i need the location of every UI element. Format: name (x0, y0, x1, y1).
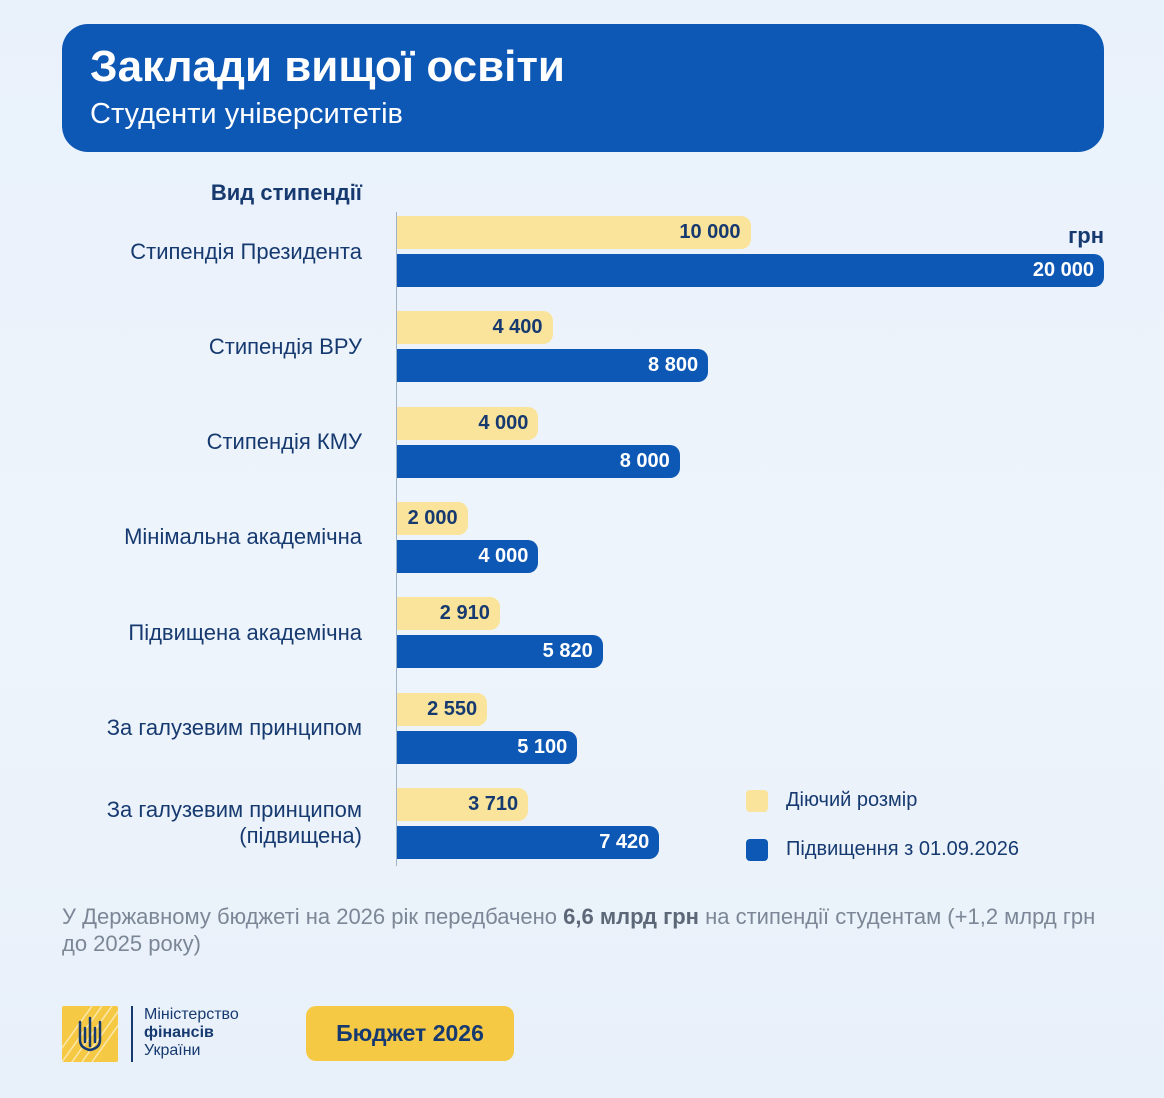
ministry-line-2: фінансів (144, 1024, 214, 1041)
bar-value-label: 4 400 (492, 316, 543, 339)
bar-value-label: 5 100 (517, 735, 568, 758)
header-banner: Заклади вищої освіти Студенти університе… (62, 24, 1104, 152)
legend-swatch-raised (746, 838, 768, 861)
ministry-logo-text: Міністерство фінансів України (144, 1006, 239, 1060)
unit-label: грн (1068, 223, 1104, 248)
note-text-bold: 6,6 млрд грн (563, 904, 699, 929)
bar-value-label: 2 550 (427, 697, 478, 720)
bar-raised: 4 000 (397, 539, 539, 573)
bar-value-label: 20 000 (1032, 259, 1094, 281)
category-label: Мінімальна академічна (124, 524, 362, 550)
ministry-line-3: України (144, 1042, 201, 1059)
logo-divider (131, 1006, 133, 1062)
bar-value-label: 4 000 (478, 411, 529, 434)
legend-label-current: Діючий розмір (786, 789, 918, 811)
bar-raised: 20 000 (397, 254, 1104, 287)
bar-raised: 8 000 (397, 444, 680, 478)
bar-value-label: 5 820 (542, 640, 593, 663)
category-label: Підвищена академічна (128, 619, 362, 645)
bar-current: 4 000 (397, 406, 539, 440)
bar-raised: 7 420 (397, 825, 660, 859)
bar-current: 2 910 (397, 597, 500, 631)
bar-chart: Стипендія Президента 10 000 20 000 Стипенді… (106, 212, 1104, 866)
legend-item-current: Діючий розмір (746, 789, 917, 812)
bar-raised: 5 820 (397, 635, 603, 669)
ministry-line-1: Міністерство (144, 1006, 239, 1023)
bar-raised: 8 800 (397, 349, 709, 383)
legend-item-raised: Підвищення з 01.09.2026 (746, 838, 1019, 861)
legend-swatch-current (746, 789, 768, 812)
category-label: Стипендія ВРУ (208, 333, 362, 359)
bar-value-label: 8 000 (619, 449, 670, 472)
bar-value-label: 10 000 (679, 221, 741, 243)
note-text-before: У Державному бюджеті на 2026 рік передба… (62, 904, 564, 929)
budget-2026-badge: Бюджет 2026 (306, 1006, 514, 1061)
bar-current: 4 400 (397, 311, 553, 345)
bar-value-label: 7 420 (599, 830, 650, 853)
note-text-after: на стипендії студентам (+1,2 млрд грн до… (62, 904, 1096, 956)
bar-current: 2 000 (397, 501, 468, 535)
page-title: Заклади вищої освіти (90, 42, 565, 91)
category-label: За галузевим принципом (підвищена) (106, 797, 362, 849)
bar-value-label: 8 800 (648, 354, 699, 377)
trident-icon (62, 1006, 118, 1062)
category-axis-line (396, 212, 397, 866)
category-label: За галузевим принципом (106, 715, 362, 740)
budget-note: У Державному бюджеті на 2026 рік передба… (62, 903, 1102, 957)
bar-value-label: 3 710 (468, 792, 519, 815)
legend-label-raised: Підвищення з 01.09.2026 (786, 838, 1019, 860)
bar-value-label: 4 000 (478, 544, 529, 567)
category-label: Стипендія Президента (130, 238, 362, 264)
page-subtitle: Студенти університетів (90, 98, 403, 130)
bar-current: 10 000 (397, 216, 751, 249)
category-label: Стипендія КМУ (206, 429, 362, 455)
category-axis-header: Вид стипендії (210, 180, 362, 205)
bar-raised: 5 100 (397, 730, 578, 764)
bar-current: 2 550 (397, 692, 488, 726)
bar-current: 3 710 (397, 787, 529, 821)
bar-value-label: 2 910 (439, 602, 490, 625)
bar-value-label: 2 000 (407, 506, 458, 529)
